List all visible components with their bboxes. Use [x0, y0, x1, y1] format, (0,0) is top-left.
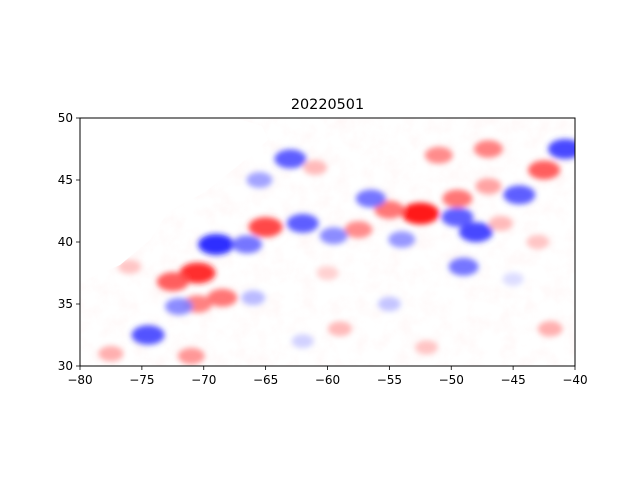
- cold-anomaly: [319, 227, 348, 245]
- warm-anomaly: [156, 272, 189, 292]
- warm-anomaly: [537, 321, 563, 337]
- warm-anomaly: [473, 140, 503, 158]
- cold-anomaly: [246, 172, 273, 188]
- warm-anomaly: [442, 189, 473, 208]
- cold-anomaly: [448, 257, 479, 276]
- warm-anomaly: [401, 202, 440, 225]
- land-mask: [80, 118, 268, 282]
- warm-anomaly: [475, 178, 502, 195]
- x-tick-label: −60: [315, 373, 340, 387]
- warm-anomaly: [415, 340, 438, 355]
- plot-area: [80, 118, 575, 366]
- warm-anomaly: [526, 234, 550, 250]
- x-axis: −80 −75 −70 −65 −60 −55 −50 −45 −40: [67, 366, 588, 387]
- x-tick-label: −50: [439, 373, 464, 387]
- warm-anomaly: [248, 217, 283, 238]
- warm-anomaly: [179, 262, 216, 284]
- cold-anomaly: [165, 297, 193, 315]
- warm-anomaly: [488, 215, 513, 231]
- warm-anomaly: [316, 266, 339, 280]
- cold-anomaly: [459, 222, 493, 243]
- x-tick-label: −80: [67, 373, 92, 387]
- warm-anomaly: [374, 200, 405, 219]
- x-tick-label: −75: [129, 373, 154, 387]
- warm-anomaly: [327, 321, 352, 337]
- y-tick-label: 50: [58, 111, 73, 125]
- cold-anomaly: [502, 272, 524, 286]
- cold-anomaly: [503, 185, 536, 205]
- warm-anomaly: [528, 160, 561, 180]
- x-tick-label: −55: [377, 373, 402, 387]
- cold-anomaly: [377, 296, 401, 312]
- x-tick-label: −45: [500, 373, 525, 387]
- cold-anomaly: [355, 189, 386, 208]
- y-tick-label: 45: [58, 173, 73, 187]
- x-tick-label: −70: [191, 373, 216, 387]
- cold-anomaly: [274, 149, 307, 169]
- y-tick-label: 30: [58, 359, 73, 373]
- warm-anomaly: [303, 160, 328, 176]
- cold-anomaly: [131, 325, 165, 345]
- cold-anomaly: [441, 207, 474, 227]
- warm-anomaly: [118, 259, 141, 275]
- cold-anomaly: [388, 231, 416, 248]
- cold-anomaly: [286, 213, 319, 233]
- y-tick-label: 40: [58, 235, 73, 249]
- x-tick-label: −40: [562, 373, 587, 387]
- chart-title: 20220501: [291, 97, 364, 113]
- cold-anomaly: [241, 290, 266, 306]
- y-axis: 30 35 40 45 50: [58, 111, 80, 373]
- cold-anomaly: [232, 235, 263, 254]
- cold-anomaly: [291, 334, 314, 349]
- warm-anomaly: [177, 347, 205, 365]
- y-tick-label: 35: [58, 297, 73, 311]
- warm-anomaly: [98, 345, 124, 362]
- cold-anomaly: [548, 139, 575, 159]
- warm-anomaly: [344, 221, 373, 239]
- cold-anomaly: [198, 233, 235, 255]
- warm-anomaly: [207, 288, 238, 307]
- x-tick-label: −65: [253, 373, 278, 387]
- anomaly-field: [98, 139, 575, 365]
- warm-anomaly: [424, 146, 453, 164]
